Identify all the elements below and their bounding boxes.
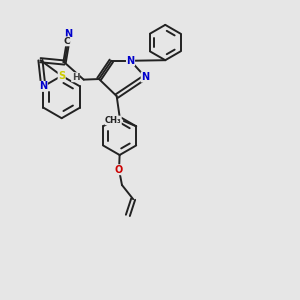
Text: CH₃: CH₃	[105, 116, 122, 125]
Text: H: H	[72, 73, 79, 82]
Text: C: C	[63, 37, 70, 46]
Text: S: S	[58, 71, 65, 81]
Text: N: N	[127, 56, 135, 66]
Text: N: N	[141, 72, 149, 82]
Text: N: N	[39, 81, 47, 92]
Text: N: N	[64, 29, 73, 39]
Text: O: O	[115, 165, 123, 175]
